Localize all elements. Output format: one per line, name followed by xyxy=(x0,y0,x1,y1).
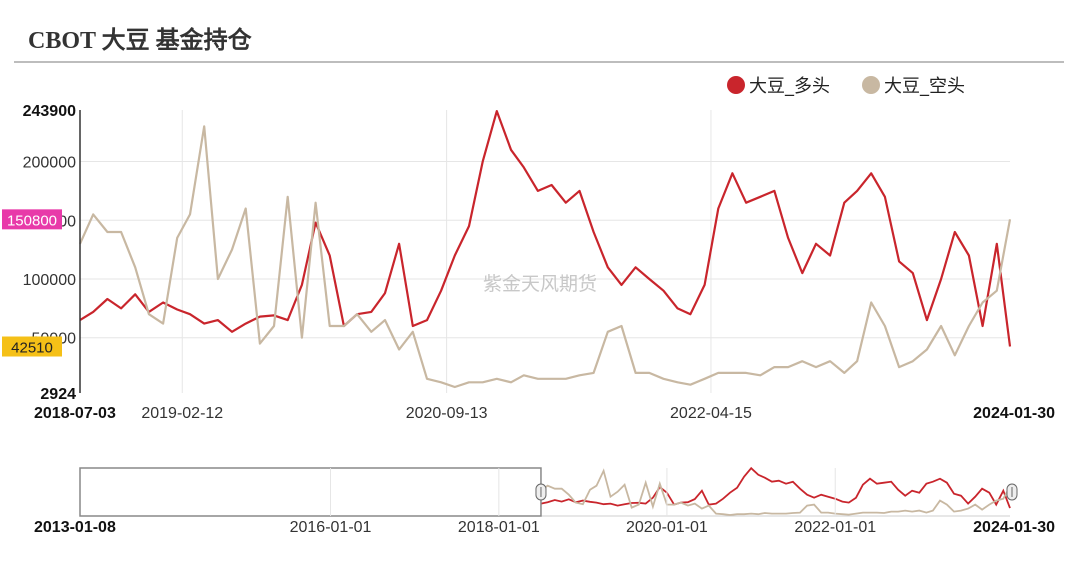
series-line-long[interactable] xyxy=(79,109,1012,347)
navigator-end-label: 2024-01-30 xyxy=(973,519,1055,536)
legend-marker-long-icon xyxy=(727,76,745,94)
x-tick-label: 2020-09-13 xyxy=(406,405,488,422)
y-tick-label: 2924 xyxy=(40,386,76,403)
legend-label-long: 大豆_多头 xyxy=(749,76,830,97)
y-badge-long-last: 42510 xyxy=(2,336,62,357)
navigator-tick-label: 2018-01-01 xyxy=(458,519,540,536)
chart-title: CBOT 大豆 基金持仓 xyxy=(28,28,252,54)
legend-marker-short-icon xyxy=(862,76,880,94)
x-tick-label: 2022-04-15 xyxy=(670,405,752,422)
main-axes: 2439002000001500001000005000029242019-02… xyxy=(2,103,1055,422)
y-badge-long-last-text: 42510 xyxy=(11,340,53,357)
navigator-tick-label: 2022-01-01 xyxy=(794,519,876,536)
navigator-window[interactable] xyxy=(79,467,542,517)
main-grid xyxy=(80,110,1010,393)
navigator-line-short xyxy=(540,468,1011,516)
legend-item-short[interactable]: 大豆_空头 xyxy=(862,73,965,97)
navigator-tick-label: 2016-01-01 xyxy=(290,519,372,536)
navigator[interactable]: 2016-01-01 2018-01-01 2020-01-01 2022-01-01… xyxy=(34,466,1055,536)
y-tick-label: 200000 xyxy=(23,155,76,172)
watermark: 紫金天风期货 xyxy=(483,273,597,295)
y-badge-short-last-bg xyxy=(2,209,62,230)
legend-label-short: 大豆_空头 xyxy=(884,76,965,97)
main-plot-area[interactable] xyxy=(78,109,1012,389)
navigator-handle-right[interactable] xyxy=(1006,483,1018,501)
y-badge-short-last: 150800 xyxy=(2,209,62,230)
x-tick-label: 2019-02-12 xyxy=(141,405,223,422)
x-end-label: 2024-01-30 xyxy=(973,405,1055,422)
navigator-tick-label: 2020-01-01 xyxy=(626,519,708,536)
legend-item-long[interactable]: 大豆_多头 xyxy=(727,73,830,97)
y-tick-label: 243900 xyxy=(23,103,76,120)
series-line-short[interactable] xyxy=(78,125,1012,389)
y-badge-short-last-text: 150800 xyxy=(7,212,57,229)
navigator-handle-left[interactable] xyxy=(535,483,547,501)
x-start-label: 2018-07-03 xyxy=(34,405,116,422)
y-tick-label: 100000 xyxy=(23,272,76,289)
y-badge-long-last-bg xyxy=(2,336,62,357)
navigator-start-label: 2013-01-08 xyxy=(34,519,116,536)
title-divider xyxy=(14,61,1064,63)
navigator-line-long xyxy=(540,466,1011,509)
